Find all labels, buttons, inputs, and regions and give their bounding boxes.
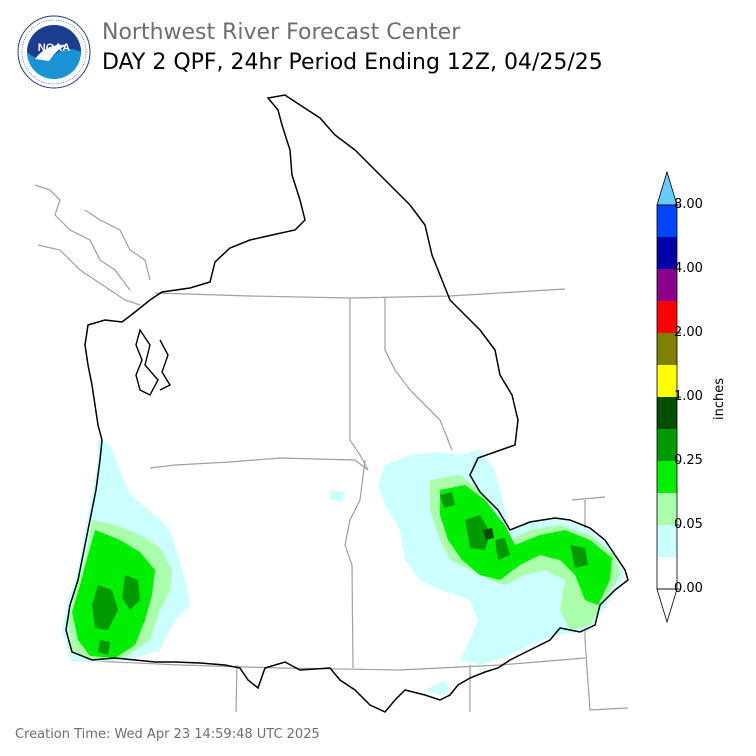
colorbar-tick-label: 0.00 [674,581,703,596]
colorbar-tick-label: 0.05 [674,517,703,532]
colorbar-tick-label: 1.00 [674,389,703,404]
colorbar-unit-label: inches [712,377,727,420]
colorbar-swatch [657,397,677,429]
precip-moderate-west [72,530,155,658]
precip-trace-south [425,680,450,695]
precip-heavy-east-3 [570,545,588,568]
colorbar-swatch [657,301,677,333]
colorbar-swatch [657,525,677,557]
precip-areas [62,440,625,695]
creation-time: Creation Time: Wed Apr 23 14:59:48 UTC 2… [15,727,320,742]
colorbar-swatch [657,333,677,365]
qpf-colorbar [656,170,681,624]
precip-heavy-east-4 [440,492,455,508]
colorbar-tick-label: 0.25 [674,453,703,468]
product-title: DAY 2 QPF, 24hr Period Ending 12Z, 04/25… [102,50,603,75]
coastline [135,328,171,396]
colorbar-swatch [657,205,677,237]
precip-heavy-west-3 [98,640,110,655]
precip-trace-spot [330,490,345,502]
colorbar-swatch [657,365,677,397]
precip-heavy-west-1 [92,585,118,630]
colorbar-swatch [657,461,677,493]
forecast-center-title: Northwest River Forecast Center [102,20,461,45]
colorbar-swatch [657,237,677,269]
colorbar-swatch [657,493,677,525]
noaa-logo-text: NOAA [38,42,70,54]
colorbar-tick-label: 8.00 [674,197,703,212]
basin-outline [65,94,629,713]
precip-very-heavy-east [483,528,494,540]
state-borders [34,184,629,713]
colorbar-swatch [657,269,677,301]
colorbar-tick-label: 4.00 [674,261,703,276]
noaa-logo: NOAA [17,15,91,89]
precip-heavy-west-2 [122,575,140,610]
precip-heavy-east-2 [495,538,510,560]
colorbar-swatch [657,429,677,461]
precip-moderate-east [440,485,612,605]
precip-heavy-east-1 [465,515,490,550]
colorbar-tick-label: 2.00 [674,325,703,340]
colorbar-swatch [657,557,677,589]
